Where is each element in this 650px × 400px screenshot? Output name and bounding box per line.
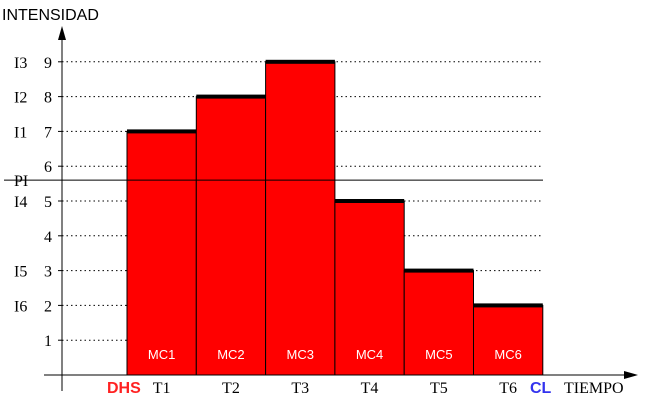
y-tick-label-2: 2 [44,298,52,315]
x-tick-label-T3: T3 [291,380,309,397]
intensity-labels: I3 I2 I1 I4 I5 I6 [14,55,27,316]
y-tick-label-5: 5 [44,194,52,211]
intensity-label-I2: I2 [14,90,27,107]
x-axis-arrow [624,371,638,379]
y-tick-label-1: 1 [44,333,52,350]
bar-label-MC6: MC6 [494,347,521,362]
bar-label-MC4: MC4 [356,347,383,362]
bar-T4 [334,200,405,376]
bar-cap-T2 [196,94,266,99]
bar-T6 [473,304,544,376]
x-axis-title: TIEMPO [564,380,624,397]
y-axis-title: INTENSIDAD [2,7,99,24]
intensity-label-I5: I5 [14,264,27,281]
end-marker-label: CL [530,380,552,397]
bar-T3 [265,61,336,376]
intensity-label-I6: I6 [14,298,27,315]
x-tick-label-T5: T5 [430,380,448,397]
y-tick-label-7: 7 [44,124,52,141]
intensity-label-I1: I1 [14,124,27,141]
intensity-label-I3: I3 [14,55,27,72]
x-tick-label-T4: T4 [361,380,379,397]
y-tick-labels: 1 2 3 4 5 6 7 8 9 [44,55,52,350]
x-tick-label-T2: T2 [222,380,240,397]
bar-cap-T1 [127,129,197,134]
y-axis-arrow [58,26,66,40]
start-marker-label: DHS [107,380,141,397]
bar-T2 [195,96,267,376]
bar-cap-T5 [404,268,474,273]
x-tick-labels: T1 T2 T3 T4 T5 T6 [153,380,517,397]
x-tick-label-T1: T1 [153,380,171,397]
y-tick-label-3: 3 [44,264,52,281]
y-tick-label-4: 4 [44,229,52,246]
bar-label-MC2: MC2 [217,347,244,362]
bar-label-MC1: MC1 [148,347,175,362]
bar-cap-T4 [334,199,405,203]
intensity-label-I4: I4 [14,194,27,211]
y-tick-label-8: 8 [44,90,52,107]
bar-T1 [126,130,197,376]
bar-cap-T3 [265,59,335,64]
bar-label-MC5: MC5 [425,347,452,362]
bars: MC1 MC2 MC3 MC4 MC5 MC6 [126,59,544,376]
bar-cap-T6 [473,303,543,308]
axes [44,26,638,391]
x-tick-label-T6: T6 [499,380,517,397]
reference-line-label: PI [14,173,28,190]
y-tick-label-9: 9 [44,55,52,72]
y-tick-label-6: 6 [44,159,52,176]
bar-label-MC3: MC3 [287,347,314,362]
